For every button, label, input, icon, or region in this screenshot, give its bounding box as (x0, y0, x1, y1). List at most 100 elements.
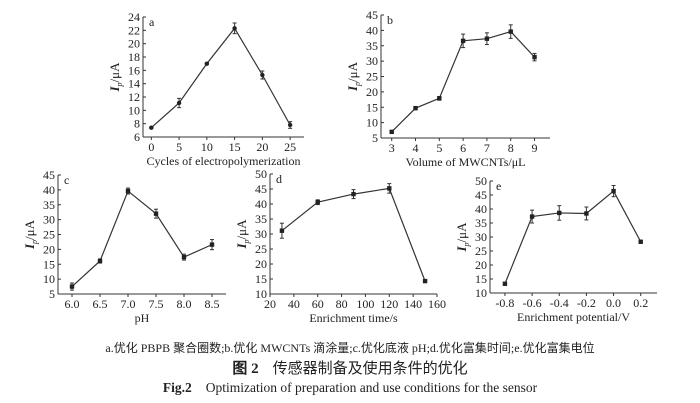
x-axis-label: Enrichment time/s (309, 311, 398, 325)
y-tick-label: 16 (128, 63, 140, 77)
x-tick-label: 6.5 (93, 297, 108, 311)
x-tick-label: 100 (356, 297, 374, 311)
data-point (387, 186, 392, 191)
x-tick-label: 5 (176, 140, 182, 154)
x-axis-label: pH (135, 311, 150, 325)
x-tick-label: -0.4 (550, 296, 569, 310)
x-tick-label: 8.0 (177, 297, 192, 311)
x-tick-label: -0.2 (577, 296, 596, 310)
x-tick-label: 20 (264, 297, 276, 311)
y-axis-label: Ip/μA (345, 61, 362, 92)
x-axis-label: Cycles of electropolymerization (147, 154, 301, 168)
y-tick-label: 35 (255, 212, 267, 226)
y-tick-label: 45 (366, 8, 378, 22)
series-line (504, 190, 642, 284)
x-tick-label: 120 (380, 297, 398, 311)
y-tick-label: 20 (43, 242, 55, 256)
data-point (557, 210, 562, 216)
data-point (389, 129, 394, 135)
data-point (437, 96, 442, 101)
y-tick-label: 24 (128, 10, 140, 24)
y-axis-label: Ip/μA (234, 219, 251, 250)
data-point (315, 200, 320, 205)
y-tick-label: 10 (128, 103, 140, 117)
figure-title-en: Optimization of preparation and use cond… (205, 380, 538, 395)
x-axis-label: Volume of MWCNTs/μL (405, 155, 525, 169)
series-line (281, 187, 426, 282)
y-axis-label: Ip/μA (22, 219, 39, 250)
y-tick-label: 15 (43, 257, 55, 271)
y-tick-label: 12 (128, 90, 140, 104)
data-point (532, 54, 537, 60)
panel-label: d (276, 172, 282, 186)
x-tick-label: 4 (413, 141, 419, 155)
data-point (508, 29, 513, 34)
data-point (529, 214, 535, 219)
y-tick-label: 30 (366, 54, 378, 68)
data-point (638, 239, 643, 244)
y-tick-label: 10 (475, 286, 487, 300)
y-tick-label: 30 (475, 230, 487, 244)
x-tick-label: 8 (508, 141, 514, 155)
figure-subcaption: a.优化 PBPB 聚合圈数;b.优化 MWCNTs 滴涂量;c.优化底液 pH… (105, 341, 595, 355)
x-tick-label: 60 (312, 297, 324, 311)
data-point (287, 122, 293, 128)
y-tick-label: 35 (43, 198, 55, 212)
x-tick-label: 15 (229, 140, 241, 154)
figure-caption-en: Fig.2 Optimization of preparation and use… (0, 380, 700, 396)
y-tick-label: 30 (255, 227, 267, 241)
y-tick-label: 18 (128, 50, 140, 64)
x-tick-label: 7.0 (121, 297, 136, 311)
data-point (460, 38, 466, 44)
x-tick-label: 40 (288, 297, 300, 311)
y-tick-label: 25 (366, 70, 378, 84)
x-tick-label: 7.5 (149, 297, 164, 311)
y-tick-label: 20 (475, 258, 487, 272)
x-tick-label: 10 (201, 140, 213, 154)
y-tick-label: 40 (255, 197, 267, 211)
y-tick-label: 5 (49, 287, 55, 301)
x-tick-label: -0.8 (495, 296, 514, 310)
x-axis-label: Enrichment potential/V (517, 310, 630, 324)
data-point (422, 278, 428, 284)
data-point (232, 26, 237, 31)
y-tick-label: 10 (366, 116, 378, 130)
x-tick-label: 0.2 (633, 296, 648, 310)
y-tick-label: 40 (475, 202, 487, 216)
y-tick-label: 22 (128, 23, 140, 37)
y-tick-label: 20 (255, 257, 267, 271)
y-axis-label: Ip/μA (454, 222, 471, 253)
data-point (204, 61, 210, 66)
figure-label-cn: 图 2 (232, 361, 259, 377)
y-tick-label: 10 (255, 287, 267, 301)
data-point (413, 105, 418, 111)
y-tick-label: 45 (255, 182, 267, 196)
data-point (209, 242, 215, 247)
x-tick-label: 5 (436, 141, 442, 155)
y-tick-label: 40 (366, 23, 378, 37)
x-tick-label: 3 (389, 141, 395, 155)
series-line (150, 27, 291, 129)
y-tick-label: 14 (128, 77, 140, 91)
y-tick-label: 20 (366, 85, 378, 99)
data-point (611, 188, 616, 194)
panel-label: a (149, 15, 155, 29)
x-tick-label: 0.0 (606, 296, 621, 310)
y-tick-label: 35 (366, 39, 378, 53)
y-tick-label: 6 (134, 130, 140, 144)
x-tick-label: 20 (256, 140, 268, 154)
x-tick-label: 7 (484, 141, 490, 155)
data-point (260, 72, 265, 78)
y-tick-label: 40 (43, 183, 55, 197)
y-tick-label: 45 (475, 188, 487, 202)
panel-label: c (64, 173, 69, 187)
series-line (71, 190, 213, 288)
y-tick-label: 5 (372, 131, 378, 145)
figure-title-cn: 传感器制备及使用条件的优化 (272, 361, 468, 377)
data-point (484, 36, 490, 41)
y-axis-label: Ip/μA (107, 62, 124, 93)
